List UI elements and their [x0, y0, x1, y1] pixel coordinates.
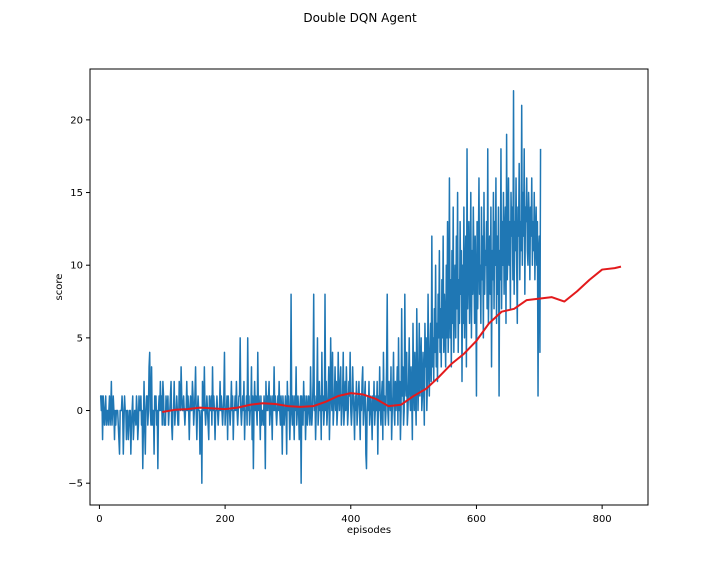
- chart-title: Double DQN Agent: [303, 11, 417, 25]
- plot-area-frame: [89, 68, 649, 506]
- y-tick-label: −5: [68, 479, 83, 490]
- x-tick-label: 400: [341, 514, 360, 525]
- plot-series: [99, 90, 622, 484]
- y-axis-ticks: −5 0 5 10 15 20: [68, 115, 90, 490]
- y-tick-label: 0: [77, 406, 83, 417]
- x-tick-label: 0: [96, 514, 102, 525]
- moving-average-line: [162, 265, 622, 413]
- x-tick-label: 200: [216, 514, 235, 525]
- y-tick-label: 15: [70, 188, 83, 199]
- y-tick-label: 20: [70, 115, 83, 126]
- x-axis-label: episodes: [347, 525, 391, 536]
- y-tick-label: 5: [77, 333, 83, 344]
- y-axis-label: score: [54, 274, 65, 301]
- x-axis-ticks: 0 200 400 600 800: [96, 505, 612, 525]
- x-tick-label: 800: [593, 514, 612, 525]
- x-tick-label: 600: [467, 514, 486, 525]
- y-tick-label: 10: [70, 261, 83, 272]
- raw-score-line: [99, 90, 542, 484]
